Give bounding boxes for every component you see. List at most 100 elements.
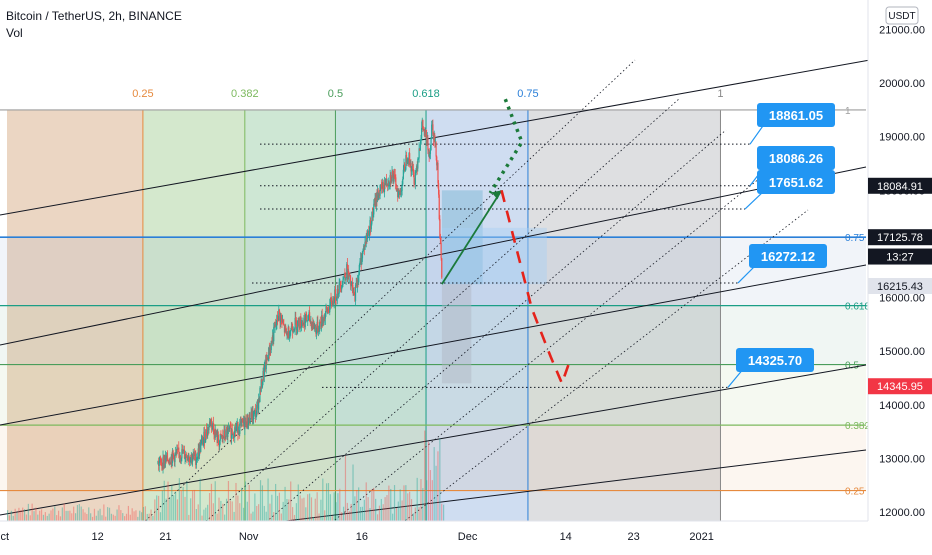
volume-bar — [427, 441, 430, 521]
volume-bar — [354, 496, 356, 521]
candle-body — [259, 387, 262, 392]
volume-bar — [303, 497, 305, 521]
fan-line — [124, 59, 636, 541]
volume-bar — [431, 480, 433, 521]
volume-bar — [395, 507, 398, 521]
candle-body — [275, 324, 277, 326]
price-tag-label: 14345.95 — [877, 381, 923, 393]
volume-bar — [273, 512, 275, 521]
target-callout[interactable] — [757, 146, 835, 170]
candle-body — [323, 315, 325, 323]
candle-body — [163, 459, 165, 466]
volume-bar — [297, 484, 299, 521]
candle-body — [359, 261, 361, 266]
candle-body — [434, 135, 436, 143]
target-callout-label: 18861.05 — [769, 108, 823, 123]
candle-body — [411, 166, 413, 170]
candle-body — [183, 449, 186, 459]
candle-body — [405, 155, 407, 170]
candle-body — [300, 316, 302, 327]
volume-bar — [418, 507, 420, 521]
candle-body — [237, 431, 240, 435]
volume-bar — [314, 498, 316, 521]
stop-zone-box — [441, 284, 472, 384]
candle-body — [401, 184, 403, 191]
candle-body — [217, 434, 219, 444]
volume-bar — [114, 515, 116, 521]
candle-body — [180, 456, 182, 459]
target-callout[interactable] — [757, 170, 835, 194]
candle-body — [400, 190, 403, 192]
candle-body — [437, 162, 439, 184]
volume-bar — [331, 516, 333, 521]
volume-bar — [414, 507, 416, 521]
candle-body — [388, 183, 391, 185]
volume-bar — [116, 509, 118, 521]
candle-body — [348, 275, 350, 277]
volume-bar — [146, 513, 148, 521]
volume-bar — [135, 510, 137, 521]
candle-body — [171, 456, 173, 464]
candle-body — [390, 175, 392, 181]
volume-bar — [16, 513, 18, 521]
volume-indicator-label: Vol — [6, 26, 23, 40]
candle-body — [321, 315, 323, 324]
candle-body — [395, 177, 397, 190]
bullish-arrowhead — [491, 190, 502, 200]
target-callout[interactable] — [736, 348, 814, 372]
candle-body — [211, 425, 213, 427]
volume-bar — [67, 510, 69, 521]
candle-body — [339, 281, 341, 283]
volume-bar — [392, 513, 394, 521]
candle-body — [349, 275, 352, 286]
candle-body — [280, 316, 282, 323]
volume-bar — [426, 480, 428, 521]
candle-body — [262, 371, 264, 382]
time-axis[interactable] — [0, 521, 868, 550]
candle-body — [293, 330, 295, 332]
candle-body — [336, 298, 338, 301]
candle-body — [210, 419, 212, 426]
candle-body — [436, 156, 438, 166]
candle-body — [356, 280, 359, 288]
candle-body — [258, 398, 260, 410]
volume-bar — [248, 484, 250, 521]
volume-bar — [93, 508, 96, 521]
candle-body — [269, 348, 271, 355]
target-callout[interactable] — [757, 103, 835, 127]
candle-body — [271, 340, 273, 343]
candle-body — [409, 153, 411, 165]
volume-bar — [131, 508, 133, 521]
candle-body — [376, 195, 378, 201]
candle-body — [256, 400, 259, 405]
volume-bar — [40, 509, 43, 521]
currency-badge[interactable] — [885, 6, 919, 25]
volume-bar — [376, 514, 379, 521]
candle-body — [434, 142, 437, 144]
candle-body — [361, 258, 363, 265]
price-axis[interactable] — [868, 0, 932, 550]
volume-bar — [267, 478, 269, 521]
candle-body — [424, 129, 426, 137]
volume-bar — [95, 515, 97, 521]
candle-body — [178, 447, 180, 453]
candle-body — [338, 282, 340, 294]
candle-body — [285, 326, 287, 329]
volume-bar — [91, 516, 94, 521]
fib-time-band — [7, 109, 143, 522]
candle-body — [249, 418, 252, 420]
volume-bar — [378, 505, 381, 521]
candle-body — [302, 322, 304, 324]
candle-body — [206, 434, 208, 436]
target-callout[interactable] — [749, 244, 827, 268]
candle-body — [174, 453, 176, 463]
candle-body — [222, 437, 225, 439]
candle-body — [315, 330, 318, 334]
candle-body — [429, 154, 431, 158]
candle-body — [207, 427, 209, 431]
volume-bar — [344, 455, 347, 521]
volume-bar — [295, 503, 297, 521]
volume-bar — [78, 504, 80, 521]
